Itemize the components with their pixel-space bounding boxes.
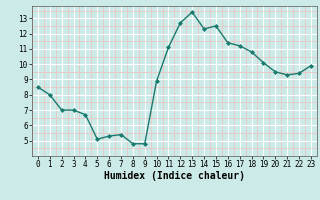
X-axis label: Humidex (Indice chaleur): Humidex (Indice chaleur) bbox=[104, 171, 245, 181]
